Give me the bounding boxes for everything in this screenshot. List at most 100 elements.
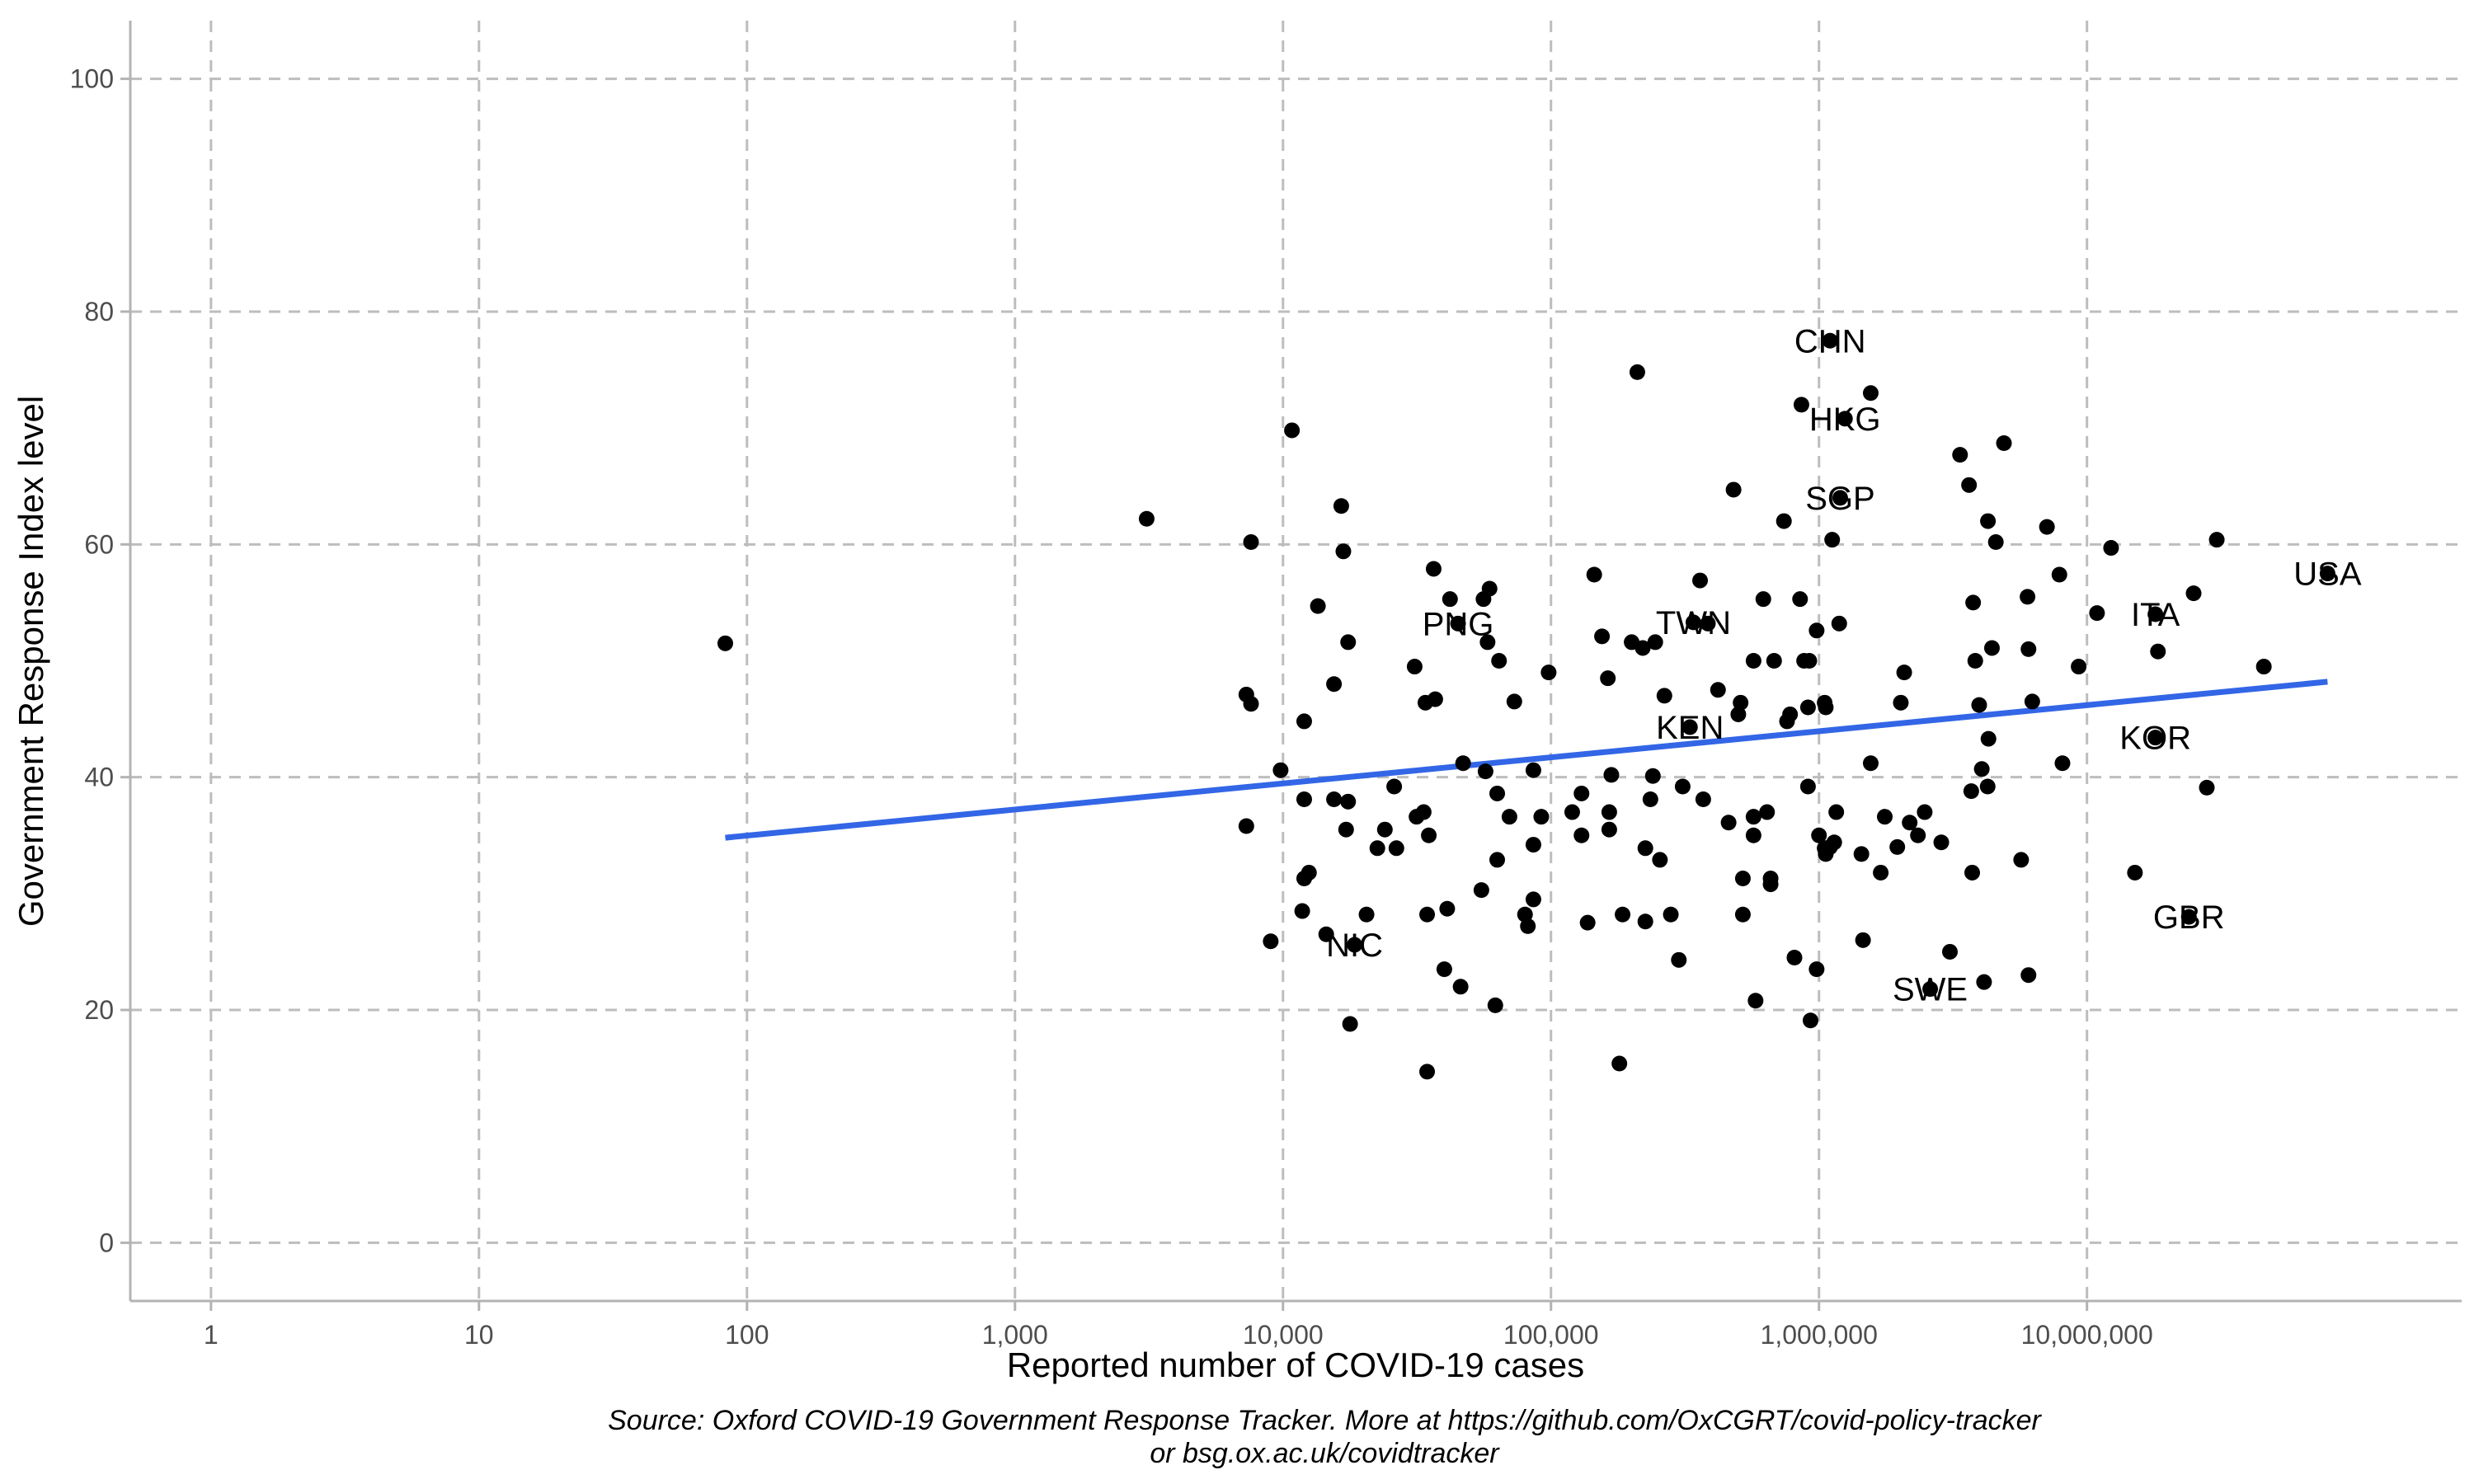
- data-point: [717, 635, 733, 651]
- point-label-twn: TWN: [1656, 605, 1731, 641]
- point-label-usa: USA: [2293, 556, 2362, 593]
- data-point: [1406, 659, 1423, 675]
- data-point: [1506, 693, 1522, 710]
- data-point: [1652, 852, 1668, 868]
- labeled-data-point: [2147, 730, 2164, 746]
- data-point: [1862, 755, 1879, 772]
- data-point: [1564, 804, 1580, 820]
- data-point: [1491, 653, 1507, 669]
- data-point: [1525, 837, 1541, 853]
- x-axis-title: Reported number of COVID-19 cases: [1007, 1345, 1584, 1384]
- data-point: [1967, 653, 1983, 669]
- y-tick-label: 40: [84, 763, 114, 792]
- labeled-data-point: [1822, 332, 1838, 349]
- data-point: [1745, 653, 1761, 669]
- data-point: [1755, 591, 1771, 608]
- data-point: [2013, 852, 2030, 868]
- labeled-data-point: [2319, 566, 2335, 582]
- y-tick-label: 60: [84, 529, 114, 559]
- data-point: [1452, 979, 1469, 995]
- data-point: [1573, 785, 1590, 801]
- data-point: [1941, 943, 1958, 960]
- data-point: [1326, 791, 1343, 808]
- data-point: [1873, 864, 1889, 881]
- data-point: [1987, 533, 2004, 550]
- data-point: [1656, 688, 1672, 704]
- point-label-ita: ITA: [2131, 597, 2180, 633]
- data-point: [1376, 821, 1393, 838]
- data-point: [1238, 818, 1254, 834]
- data-point: [1980, 513, 1997, 529]
- data-point: [1725, 481, 1742, 498]
- data-point: [1455, 755, 1471, 772]
- point-label-gbr: GBR: [2153, 899, 2225, 936]
- data-point: [1419, 1064, 1436, 1080]
- data-point: [1747, 993, 1764, 1009]
- x-tick-label: 1,000: [982, 1320, 1048, 1350]
- x-tick-label: 10: [464, 1320, 494, 1350]
- point-label-nic: NIC: [1326, 928, 1383, 964]
- data-point: [1734, 906, 1751, 923]
- data-point: [1647, 634, 1663, 650]
- labeled-data-point: [1832, 490, 1848, 506]
- y-tick-label: 20: [84, 995, 114, 1025]
- data-point: [1766, 653, 1782, 669]
- data-point: [1427, 691, 1443, 707]
- data-point: [1745, 827, 1761, 843]
- data-point: [2020, 641, 2037, 657]
- x-tick-label: 10,000: [1243, 1320, 1324, 1350]
- data-point: [1342, 1016, 1358, 1032]
- data-point: [1793, 397, 1809, 413]
- data-point: [1263, 933, 1279, 950]
- data-point: [1799, 699, 1816, 716]
- data-point: [2127, 864, 2143, 881]
- data-point: [1487, 997, 1503, 1013]
- x-tick-label: 100: [725, 1320, 769, 1350]
- data-point: [1358, 906, 1375, 923]
- point-label-hkg: HKG: [1809, 402, 1881, 438]
- data-point: [1243, 533, 1259, 550]
- grid-lines: [130, 21, 2462, 1301]
- data-point: [1826, 834, 1842, 851]
- data-point: [1730, 706, 1747, 722]
- data-point: [1644, 768, 1661, 784]
- data-point: [1573, 827, 1590, 843]
- data-point: [1902, 815, 1918, 831]
- caption-line-2: or bsg.ox.ac.uk/covidtracker: [1150, 1438, 1500, 1469]
- data-point: [2054, 755, 2071, 772]
- data-point: [1611, 1055, 1628, 1072]
- data-point: [1415, 804, 1432, 820]
- data-point: [1786, 950, 1803, 966]
- data-point: [1489, 852, 1506, 868]
- labeled-data-point: [1837, 411, 1853, 427]
- labeled-data-point: [1922, 981, 1939, 998]
- data-point: [1473, 882, 1489, 899]
- data-point: [1138, 510, 1155, 527]
- data-point: [1971, 697, 1987, 713]
- data-point: [1421, 827, 1437, 843]
- data-point: [1733, 694, 1749, 711]
- data-point: [1917, 804, 1933, 820]
- data-point: [1603, 767, 1620, 783]
- data-point: [1808, 622, 1825, 639]
- data-point: [1637, 913, 1653, 930]
- y-tick-label: 80: [84, 297, 114, 326]
- data-point: [2089, 605, 2105, 622]
- data-point: [2150, 643, 2166, 660]
- data-point: [1340, 793, 1357, 810]
- point-label-ken: KEN: [1656, 710, 1724, 746]
- data-point: [1808, 961, 1825, 978]
- data-point: [1601, 804, 1617, 820]
- data-point: [1734, 871, 1751, 887]
- x-tick-label: 1: [204, 1320, 219, 1350]
- data-point: [2020, 967, 2037, 984]
- data-point: [1477, 763, 1493, 780]
- data-point: [1720, 815, 1737, 831]
- tick-labels: 1 10 100 1,000 10,000 100,000 1,000,000 10,000,…: [70, 64, 2153, 1350]
- data-point: [1300, 864, 1317, 881]
- data-point: [1439, 900, 1456, 917]
- data-point: [1335, 543, 1352, 560]
- data-point: [1776, 513, 1792, 529]
- data-point: [1855, 932, 1871, 948]
